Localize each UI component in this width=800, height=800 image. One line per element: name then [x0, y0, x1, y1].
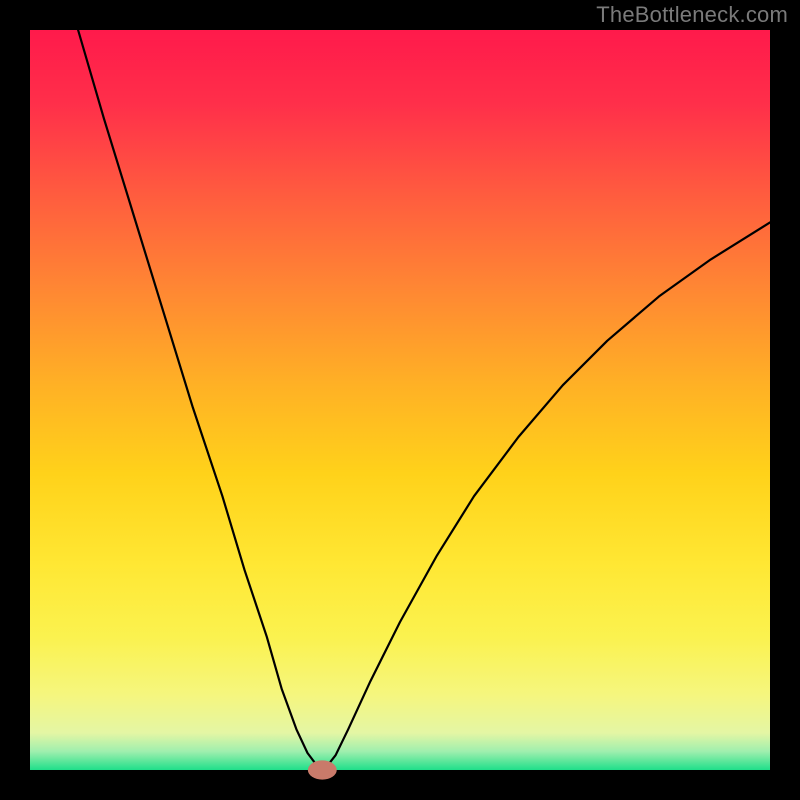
optimum-marker — [308, 760, 337, 779]
bottleneck-curve-chart — [0, 0, 800, 800]
chart-frame: TheBottleneck.com — [0, 0, 800, 800]
chart-background — [30, 30, 770, 770]
watermark-label: TheBottleneck.com — [596, 2, 788, 28]
